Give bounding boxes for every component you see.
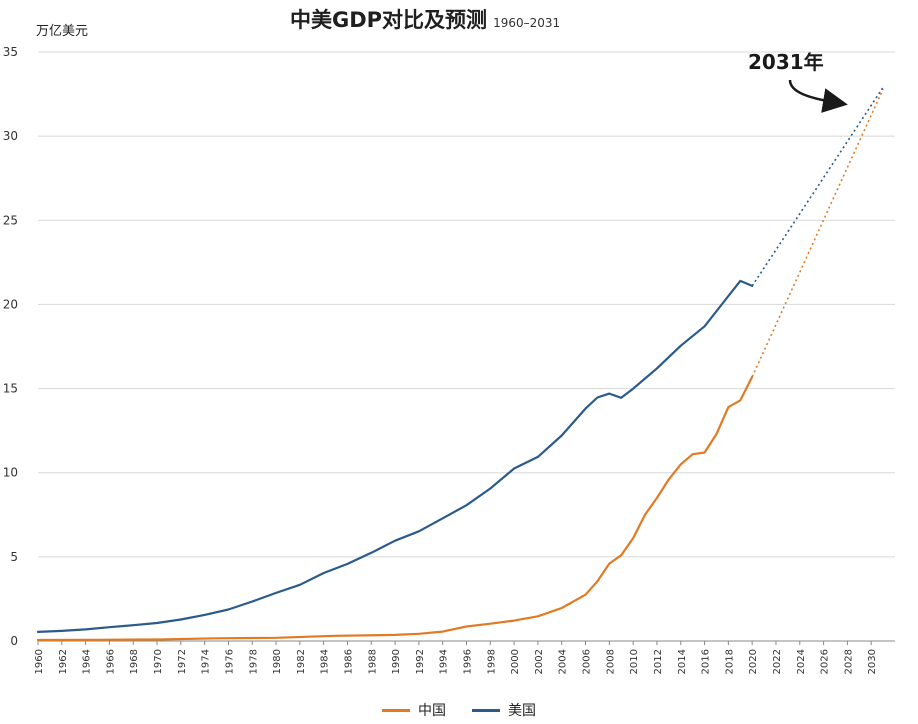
y-tick-label: 35 [3, 45, 18, 59]
x-tick-label: 2012 [653, 649, 664, 674]
legend: 中国 美国 [0, 700, 918, 720]
chart-title: 中美GDP对比及预测 1960–2031 [290, 8, 561, 32]
annotation-arrow [788, 79, 848, 113]
x-tick-label: 2014 [677, 649, 688, 674]
series-line-1 [36, 279, 754, 634]
x-tick-label: 1980 [272, 649, 283, 674]
x-tick-label: 1974 [201, 649, 212, 674]
projection-line-1 [751, 86, 884, 287]
x-tick-label: 1998 [486, 649, 497, 674]
x-tick-label: 2002 [534, 649, 545, 674]
y-tick-label: 30 [3, 129, 18, 143]
x-tick-label: 1988 [367, 649, 378, 674]
y-tick-label: 25 [3, 213, 18, 227]
x-tick-label: 2026 [820, 649, 831, 674]
legend-item-usa: 美国 [472, 700, 536, 720]
x-tick-label: 1970 [153, 649, 164, 674]
chart-subtitle: 1960–2031 [493, 16, 561, 30]
series-line-0 [36, 375, 754, 642]
x-tick-label: 1982 [296, 649, 307, 674]
x-tick-label: 1976 [224, 649, 235, 674]
annotation-2031: 2031年 [748, 50, 824, 74]
y-tick-label: 15 [3, 382, 18, 396]
x-tick-label: 2016 [701, 649, 712, 674]
x-tick-label: 1968 [129, 649, 140, 674]
legend-label-usa: 美国 [508, 703, 536, 719]
x-tick-label: 1994 [439, 649, 450, 674]
x-tick-label: 2030 [867, 649, 878, 674]
x-tick-label: 2020 [748, 649, 759, 674]
y-tick-label: 0 [10, 634, 18, 648]
x-tick-label: 1990 [391, 649, 402, 674]
legend-swatch-china [382, 708, 410, 712]
y-axis-unit-label: 万亿美元 [36, 24, 89, 39]
x-tick-label: 2028 [843, 649, 854, 674]
x-tick-label: 1978 [248, 649, 259, 674]
x-tick-label: 1992 [415, 649, 426, 674]
legend-label-china: 中国 [418, 703, 446, 719]
x-tick-label: 2000 [510, 649, 521, 674]
x-tick-label: 1964 [82, 649, 93, 674]
x-tick-label: 1962 [58, 649, 69, 674]
x-tick-label: 1966 [105, 649, 116, 674]
x-tick-label: 2006 [582, 649, 593, 674]
x-tick-label: 1984 [320, 649, 331, 674]
x-tick-label: 1960 [34, 649, 45, 674]
x-tick-label: 2004 [558, 649, 569, 674]
x-tick-label: 2024 [796, 649, 807, 674]
axis-layer: 0 5 10 15 20 25 30 35 1960 1962 1964 1966 1968 1970 19… [3, 45, 878, 674]
grid-layer [38, 51, 895, 642]
x-tick-label: 2010 [629, 649, 640, 674]
y-tick-label: 5 [10, 550, 18, 564]
x-tick-label: 2018 [724, 649, 735, 674]
x-tick-label: 2008 [605, 649, 616, 674]
x-tick-label: 2022 [772, 649, 783, 674]
x-tick-label: 1972 [177, 649, 188, 674]
projection-line-0 [751, 88, 884, 378]
legend-item-china: 中国 [382, 700, 446, 720]
y-tick-label: 10 [3, 466, 18, 480]
legend-swatch-usa [472, 708, 500, 712]
x-tick-label: 1996 [463, 649, 474, 674]
y-tick-label: 20 [3, 297, 18, 311]
series-layer [36, 86, 884, 642]
x-tick-label: 1986 [343, 649, 354, 674]
